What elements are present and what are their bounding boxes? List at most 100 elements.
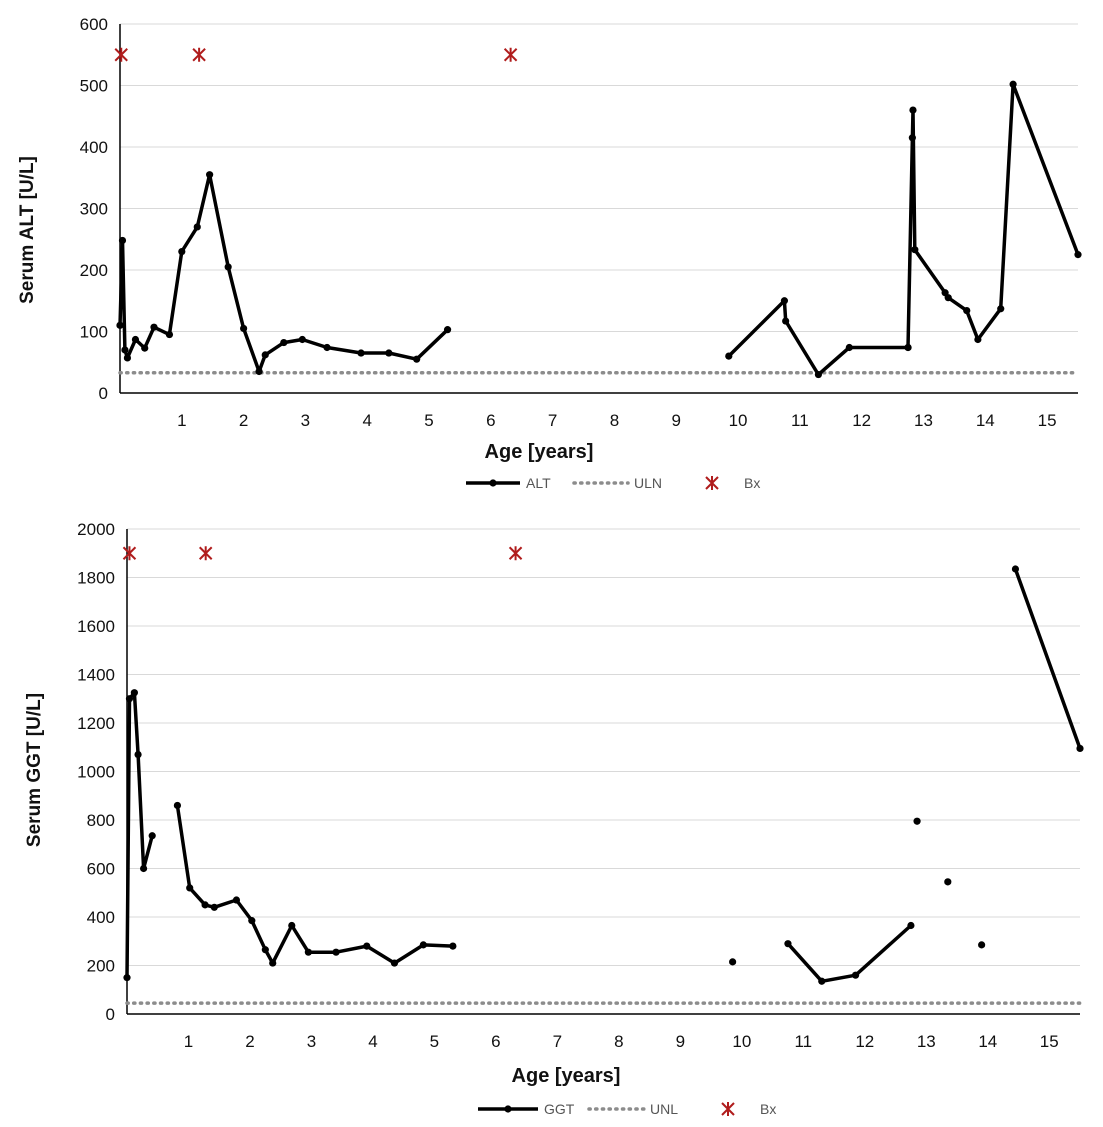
data-point bbox=[1076, 744, 1084, 753]
legend: ALT ULN Bx bbox=[466, 475, 760, 491]
data-point bbox=[118, 236, 127, 245]
y-tick-label: 400 bbox=[80, 138, 108, 157]
x-tick-label: 14 bbox=[976, 411, 995, 430]
y-tick-label: 200 bbox=[80, 261, 108, 280]
x-tick-label: 9 bbox=[676, 1032, 685, 1051]
series-line-ggt bbox=[175, 803, 455, 965]
x-tick-label: 8 bbox=[614, 1032, 623, 1051]
data-point bbox=[784, 940, 792, 948]
data-point bbox=[814, 370, 823, 379]
ggt-chart: Serum GGT [U/L] Age [years] 0 200 400 600 80… bbox=[24, 520, 1084, 1117]
data-point bbox=[997, 305, 1005, 313]
data-point bbox=[913, 817, 921, 825]
y-tick-label: 1800 bbox=[77, 569, 115, 588]
data-point bbox=[363, 942, 371, 950]
y-tick-label: 800 bbox=[87, 811, 115, 830]
data-point bbox=[729, 958, 737, 966]
data-point bbox=[904, 343, 912, 352]
series-line-alt bbox=[727, 299, 910, 377]
data-point bbox=[963, 306, 971, 315]
data-point bbox=[280, 338, 288, 347]
y-axis-title: Serum GGT [U/L] bbox=[24, 693, 45, 847]
data-point bbox=[413, 355, 421, 363]
y-tick-label: 600 bbox=[80, 15, 108, 34]
legend: GGT UNL Bx bbox=[478, 1101, 776, 1117]
data-point bbox=[449, 942, 457, 950]
y-tick-label: 0 bbox=[99, 384, 108, 403]
data-point bbox=[123, 974, 131, 982]
data-point bbox=[845, 343, 853, 352]
data-point bbox=[908, 134, 916, 142]
y-tick-label: 1400 bbox=[77, 666, 115, 685]
data-point bbox=[201, 901, 209, 909]
data-point bbox=[186, 884, 194, 892]
y-tick-label: 2000 bbox=[77, 520, 115, 539]
legend-label: ALT bbox=[526, 475, 551, 491]
y-tick-label: 200 bbox=[87, 957, 115, 976]
x-tick-label: 12 bbox=[852, 411, 871, 430]
data-point bbox=[130, 689, 138, 697]
y-axis-title: Serum ALT [U/L] bbox=[17, 156, 38, 304]
data-point bbox=[1074, 251, 1082, 259]
data-point bbox=[193, 223, 201, 231]
y-tick-label: 1200 bbox=[77, 714, 115, 733]
y-tick-label: 100 bbox=[80, 323, 108, 342]
series-line-alt bbox=[906, 82, 1080, 350]
data-point bbox=[134, 750, 142, 759]
x-tick-label: 3 bbox=[307, 1032, 316, 1051]
x-tick-label: 8 bbox=[610, 411, 619, 430]
data-point bbox=[907, 921, 915, 930]
data-point bbox=[116, 321, 124, 329]
x-tick-label: 5 bbox=[430, 1032, 439, 1051]
x-tick-label: 2 bbox=[245, 1032, 254, 1051]
data-point bbox=[206, 171, 214, 179]
y-tick-label: 1000 bbox=[77, 763, 115, 782]
data-point bbox=[125, 695, 134, 703]
data-point bbox=[288, 921, 296, 930]
data-point bbox=[261, 946, 269, 954]
data-point bbox=[1009, 80, 1017, 88]
legend-marker bbox=[504, 1105, 512, 1113]
series-line-ggt bbox=[786, 923, 913, 984]
data-point bbox=[725, 352, 733, 360]
y-tick-label: 300 bbox=[80, 200, 108, 219]
x-tick-label: 14 bbox=[978, 1032, 997, 1051]
data-point bbox=[944, 878, 952, 886]
data-point bbox=[173, 801, 182, 810]
data-point bbox=[232, 896, 241, 904]
data-point bbox=[911, 246, 919, 254]
data-point bbox=[165, 330, 174, 339]
x-tick-label: 11 bbox=[794, 1032, 812, 1051]
series-line-ggt bbox=[1013, 567, 1082, 751]
legend-swatch-bx bbox=[705, 476, 719, 490]
x-tick-label: 6 bbox=[491, 1032, 500, 1051]
data-point bbox=[390, 959, 399, 967]
data-point bbox=[1011, 565, 1020, 573]
x-axis-title: Age [years] bbox=[485, 441, 594, 463]
alt-chart: Serum ALT [U/L] Age [years] 0 100 200 300 40… bbox=[17, 15, 1082, 491]
biopsy-marker bbox=[503, 47, 518, 62]
x-tick-label: 3 bbox=[301, 411, 310, 430]
x-tick-label: 1 bbox=[177, 411, 186, 430]
x-tick-label: 15 bbox=[1040, 1032, 1059, 1051]
y-tick-label: 1600 bbox=[77, 617, 115, 636]
biopsy-marker bbox=[198, 546, 213, 561]
x-tick-label: 5 bbox=[424, 411, 433, 430]
data-point bbox=[255, 367, 263, 376]
x-tick-label: 4 bbox=[368, 1032, 377, 1051]
biopsy-marker bbox=[192, 47, 206, 62]
data-point bbox=[240, 324, 248, 333]
x-tick-label: 7 bbox=[548, 411, 557, 430]
data-point bbox=[780, 297, 789, 305]
data-point bbox=[224, 263, 232, 271]
x-tick-label: 10 bbox=[732, 1032, 751, 1051]
data-point bbox=[148, 832, 156, 840]
legend-marker bbox=[489, 479, 497, 487]
data-point bbox=[974, 335, 982, 344]
data-point bbox=[304, 948, 312, 956]
y-tick-label: 500 bbox=[80, 77, 108, 96]
legend-label: UNL bbox=[650, 1101, 678, 1117]
x-tick-label: 11 bbox=[791, 411, 809, 430]
data-point bbox=[210, 903, 218, 911]
data-point bbox=[150, 323, 158, 331]
